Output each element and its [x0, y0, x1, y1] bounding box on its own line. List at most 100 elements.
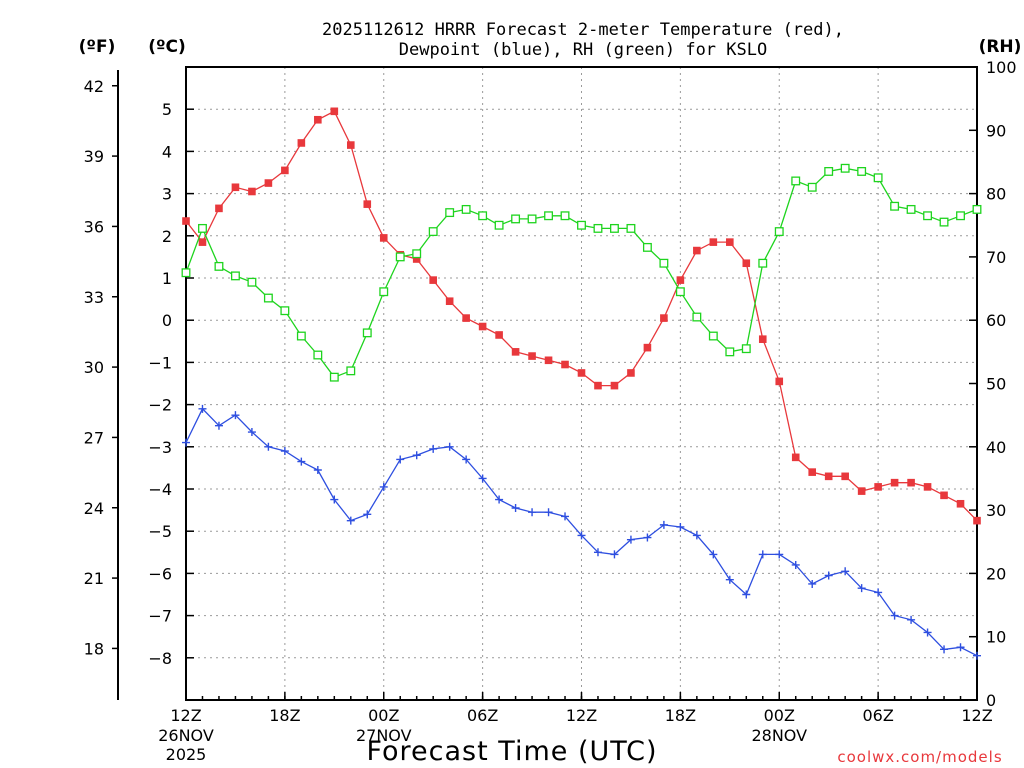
temperature-point	[379, 234, 388, 242]
rh-tick-label: 30	[986, 501, 1006, 520]
rh-point	[296, 331, 306, 341]
x-axis-label: Forecast Time (UTC)	[366, 736, 657, 767]
x-tick-label: 00Z	[368, 706, 399, 725]
dewpoint-point	[462, 455, 471, 464]
rh-point	[956, 211, 965, 221]
series-dewpoint	[182, 404, 981, 660]
temperature-point	[923, 483, 932, 491]
temperature-point	[956, 499, 965, 508]
dewpoint-point	[214, 421, 223, 430]
dewpoint-point	[923, 628, 932, 637]
rh-point	[923, 211, 933, 221]
temperature-point	[495, 331, 503, 339]
rh-point	[214, 261, 224, 271]
rh-point	[461, 204, 471, 214]
rh-point	[692, 312, 702, 322]
rh-point	[791, 176, 801, 186]
rh-tick-label: 60	[986, 311, 1006, 330]
dewpoint-point	[940, 645, 949, 654]
temperature-point	[973, 516, 981, 525]
watermark: coolwx.com/models	[837, 748, 1002, 766]
rh-point	[329, 372, 339, 382]
rh-point	[313, 350, 323, 360]
celsius-tick-label: 5	[162, 100, 172, 119]
temperature-point	[281, 166, 289, 175]
dewpoint-point	[857, 584, 866, 593]
temperature-point	[412, 255, 421, 263]
celsius-tick-label: −6	[148, 564, 172, 583]
celsius-tick-label: 1	[162, 269, 172, 288]
celsius-tick-label: 0	[162, 311, 172, 330]
temperature-point	[264, 179, 273, 187]
fahrenheit-tick-label: 39	[84, 147, 104, 166]
series	[181, 107, 982, 660]
rh-point	[610, 223, 619, 233]
dewpoint-point	[412, 451, 421, 460]
dewpoint-point	[610, 550, 619, 559]
celsius-tick-label: −2	[148, 396, 172, 415]
dewpoint-point	[824, 571, 833, 580]
fahrenheit-tick-label: 33	[84, 288, 104, 307]
temperature-point	[248, 187, 256, 196]
celsius-tick-label: 4	[162, 142, 172, 161]
rh-point	[494, 220, 504, 230]
rh-point	[395, 252, 405, 262]
axes	[112, 66, 978, 701]
dewpoint-point	[593, 548, 602, 557]
rh-point	[527, 214, 537, 224]
rh-point	[840, 163, 850, 173]
dewpoint-point	[725, 575, 734, 584]
rh-point	[708, 331, 718, 341]
rh-point	[544, 211, 553, 221]
temperature-point	[726, 238, 734, 246]
dewpoint-point	[280, 447, 289, 456]
dewpoint-point	[791, 560, 800, 569]
tick-labels: 543210−1−2−3−4−5−6−7−8423936333027242118…	[84, 58, 1017, 764]
dewpoint-point	[528, 508, 537, 517]
dewpoint-point	[956, 643, 965, 652]
dewpoint-point	[659, 520, 668, 529]
rh-point	[972, 204, 982, 214]
celsius-tick-label: −5	[148, 522, 172, 541]
dewpoint-point	[396, 455, 405, 464]
x-tick-label: 18Z	[665, 706, 696, 725]
rh-point	[906, 204, 916, 214]
rh-tick-label: 0	[986, 691, 996, 710]
dewpoint-point	[544, 508, 553, 517]
rh-point	[412, 249, 422, 259]
chart-title-line2: Dewpoint (blue), RH (green) for KSLO	[399, 40, 767, 60]
temperature-point	[528, 352, 536, 360]
fahrenheit-tick-label: 21	[84, 569, 104, 588]
temperature-point	[610, 381, 619, 390]
dewpoint-point	[198, 404, 207, 413]
rh-tick-label: 100	[986, 58, 1017, 77]
dewpoint-point	[841, 567, 850, 576]
x-date-label: 26NOV	[158, 726, 214, 745]
rh-point	[675, 287, 685, 297]
temperature-point	[346, 141, 355, 149]
rh-point	[230, 271, 240, 281]
celsius-unit-label: (ºC)	[148, 37, 186, 57]
temperature-point	[841, 472, 849, 481]
rh-point	[280, 306, 290, 316]
rh-point	[774, 227, 784, 237]
temperature-point	[445, 297, 454, 306]
dewpoint-point	[445, 442, 454, 451]
rh-point	[659, 258, 669, 268]
rh-tick-label: 40	[986, 438, 1006, 457]
rh-point	[626, 223, 636, 233]
fahrenheit-unit-label: (ºF)	[79, 37, 116, 57]
rh-point	[379, 287, 389, 297]
rh-point	[198, 223, 207, 233]
temperature-point	[693, 246, 701, 255]
dewpoint-point	[330, 495, 339, 504]
celsius-tick-label: −1	[148, 353, 172, 372]
rh-point	[362, 328, 372, 338]
rh-point	[478, 211, 488, 221]
temperature-point	[907, 478, 915, 487]
x-tick-label: 12Z	[170, 706, 201, 725]
dewpoint-point	[907, 615, 916, 624]
dewpoint-point	[346, 516, 355, 525]
rh-unit-label: (RH)	[979, 37, 1022, 57]
